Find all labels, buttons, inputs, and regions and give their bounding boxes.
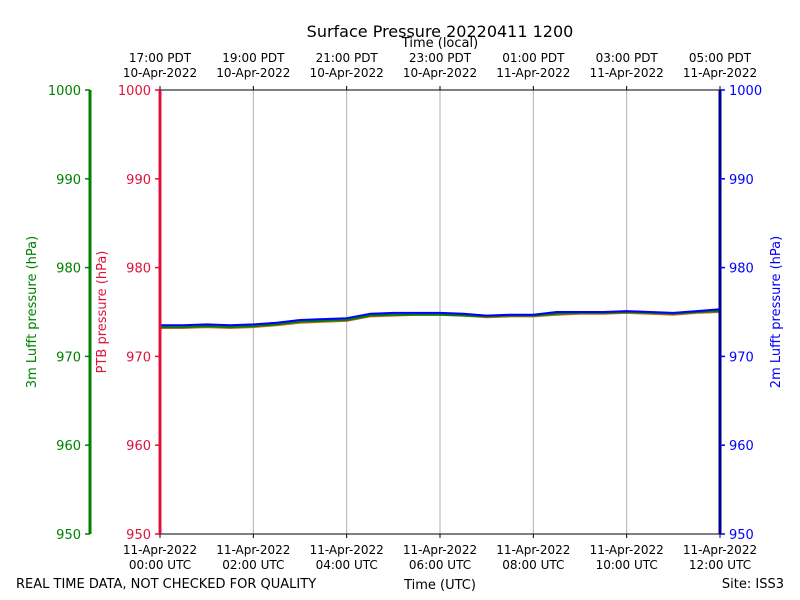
y-tick-label-3m-lufft: 950: [56, 528, 81, 543]
top-axis-label: Time (local): [401, 36, 478, 51]
x-tick-label-utc-date: 11-Apr-2022: [216, 543, 290, 557]
x-tick-label-local-date: 11-Apr-2022: [590, 66, 664, 80]
y-tick-label-3m-lufft: 980: [56, 262, 81, 277]
x-tick-label-utc-time: 04:00 UTC: [316, 558, 378, 572]
x-tick-label-local-time: 03:00 PDT: [596, 51, 659, 65]
y-axis-label-3m-lufft: 3m Lufft pressure (hPa): [25, 236, 40, 388]
x-tick-label-utc-date: 11-Apr-2022: [496, 543, 570, 557]
x-tick-label-utc-time: 02:00 UTC: [222, 558, 284, 572]
x-tick-label-utc-time: 06:00 UTC: [409, 558, 471, 572]
footer-quality-note: REAL TIME DATA, NOT CHECKED FOR QUALITY: [16, 577, 316, 592]
x-axis-label: Time (UTC): [403, 578, 476, 593]
y-axis-label-2m-lufft: 2m Lufft pressure (hPa): [769, 236, 784, 388]
y-tick-label-3m-lufft: 990: [56, 173, 81, 188]
x-tick-label-utc-date: 11-Apr-2022: [123, 543, 197, 557]
x-tick-label-utc-date: 11-Apr-2022: [590, 543, 664, 557]
y-tick-label-ptb: 970: [126, 350, 151, 365]
x-tick-label-local-time: 05:00 PDT: [689, 51, 752, 65]
x-tick-label-local-date: 10-Apr-2022: [403, 66, 477, 80]
y-tick-label-ptb: 990: [126, 173, 151, 188]
x-tick-label-utc-time: 10:00 UTC: [596, 558, 658, 572]
x-tick-label-local-time: 17:00 PDT: [129, 51, 192, 65]
x-tick-label-utc-date: 11-Apr-2022: [403, 543, 477, 557]
y-tick-label-2m-lufft: 960: [729, 439, 754, 454]
y-tick-label-ptb: 1000: [118, 84, 151, 99]
x-tick-label-local-date: 10-Apr-2022: [310, 66, 384, 80]
y-tick-label-ptb: 960: [126, 439, 151, 454]
x-tick-label-utc-date: 11-Apr-2022: [310, 543, 384, 557]
y-tick-label-3m-lufft: 1000: [48, 84, 81, 99]
y-tick-label-2m-lufft: 950: [729, 528, 754, 543]
x-tick-label-local-time: 23:00 PDT: [409, 51, 472, 65]
x-tick-label-utc-time: 08:00 UTC: [502, 558, 564, 572]
y-tick-label-ptb: 950: [126, 528, 151, 543]
x-tick-label-local-date: 11-Apr-2022: [683, 66, 757, 80]
y-tick-label-3m-lufft: 970: [56, 350, 81, 365]
y-tick-label-2m-lufft: 980: [729, 262, 754, 277]
x-tick-label-local-time: 19:00 PDT: [222, 51, 285, 65]
x-tick-label-utc-date: 11-Apr-2022: [683, 543, 757, 557]
y-tick-label-ptb: 980: [126, 262, 151, 277]
x-tick-label-local-time: 21:00 PDT: [316, 51, 379, 65]
pressure-chart: Surface Pressure 20220411 1200 Time (loc…: [0, 0, 800, 600]
y-tick-label-2m-lufft: 1000: [729, 84, 762, 99]
y-tick-label-2m-lufft: 990: [729, 173, 754, 188]
x-tick-label-local-date: 11-Apr-2022: [496, 66, 570, 80]
x-tick-label-local-date: 10-Apr-2022: [123, 66, 197, 80]
y-axis-label-ptb: PTB pressure (hPa): [95, 251, 110, 374]
x-tick-label-utc-time: 00:00 UTC: [129, 558, 191, 572]
x-tick-label-utc-time: 12:00 UTC: [689, 558, 751, 572]
x-tick-label-local-time: 01:00 PDT: [502, 51, 565, 65]
y-tick-label-3m-lufft: 960: [56, 439, 81, 454]
x-tick-label-local-date: 10-Apr-2022: [216, 66, 290, 80]
y-tick-label-2m-lufft: 970: [729, 350, 754, 365]
footer-site: Site: ISS3: [722, 577, 784, 592]
